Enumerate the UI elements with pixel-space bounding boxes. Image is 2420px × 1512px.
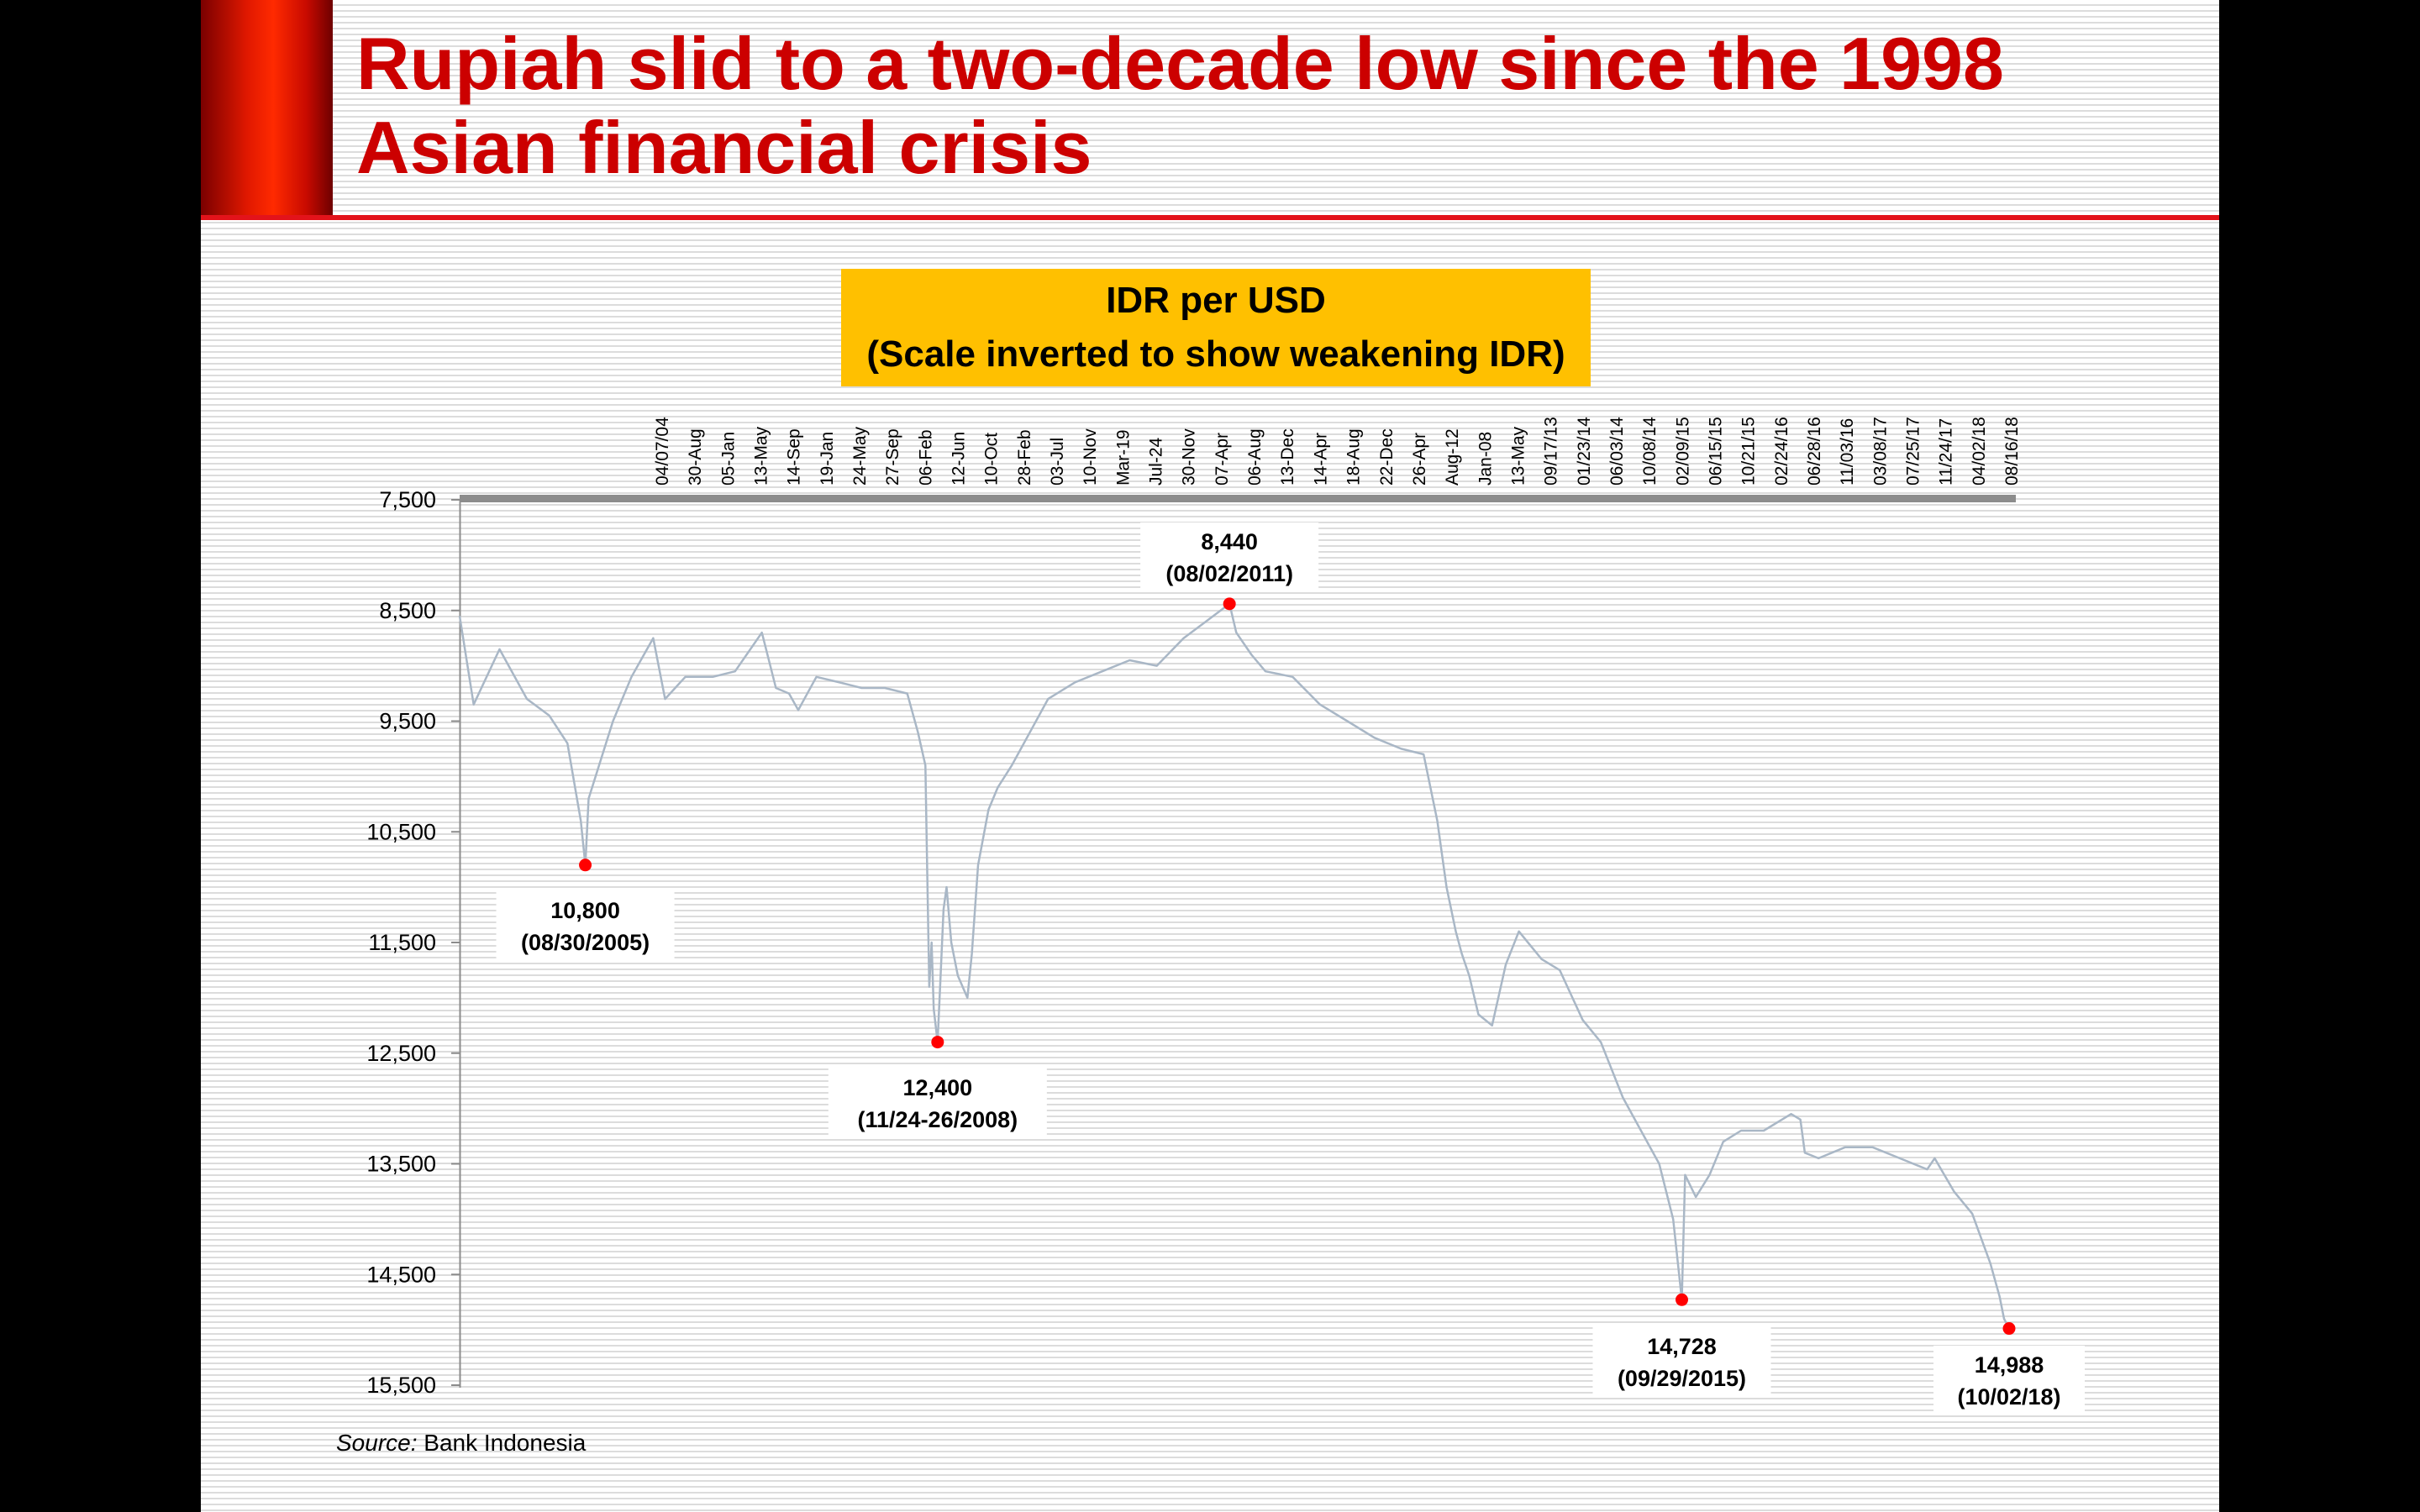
x-tick-label: 03-Jul — [1048, 438, 1067, 486]
x-tick-label: 27-Sep — [883, 428, 902, 486]
annotation-label-bg — [828, 1068, 1047, 1137]
source-note: Source: Bank Indonesia — [336, 1430, 586, 1457]
y-tick-label: 10,500 — [366, 819, 436, 844]
x-tick-label: 11/24/17 — [1937, 418, 1956, 486]
x-tick-label: 03/08/17 — [1870, 417, 1890, 486]
annotation-date: (11/24-26/2008) — [858, 1107, 1018, 1132]
x-tick-label: 06-Aug — [1245, 428, 1265, 486]
annotation-date: (08/30/2005) — [521, 930, 650, 955]
x-tick-label: 19-Jan — [818, 432, 837, 486]
annotation-label-bg — [1933, 1346, 2085, 1415]
x-tick-label: 26-Apr — [1410, 433, 1429, 486]
x-tick-label: 28-Feb — [1015, 429, 1034, 486]
annotation-value: 10,800 — [550, 898, 620, 923]
x-tick-label: 13-May — [1508, 426, 1528, 486]
series-line — [458, 602, 2011, 1330]
chart-title-line-2: (Scale inverted to show weakening IDR) — [866, 333, 1565, 375]
annotation-marker — [579, 858, 592, 872]
title-underline-rule — [201, 215, 2219, 220]
x-tick-label: 13-May — [752, 426, 771, 486]
x-tick-label: 30-Nov — [1180, 428, 1199, 486]
line-chart: 7,500 8,500 9,500 10,500 11,500 12,500 13,500 1… — [366, 417, 2085, 1415]
y-tick-label: 9,500 — [379, 709, 436, 734]
x-tick-label: 22-Dec — [1377, 428, 1397, 486]
annotation-marker — [931, 1036, 944, 1049]
x-tick-label: 04/07/04 — [653, 417, 672, 486]
x-tick-label: 24-May — [850, 426, 870, 486]
chart-title-line-1: IDR per USD — [1106, 280, 1326, 321]
y-tick-label: 11,500 — [368, 930, 436, 955]
x-tick-label: 14-Apr — [1311, 433, 1330, 486]
x-tick-label: 06/28/16 — [1805, 417, 1824, 486]
annotation-value: 14,988 — [1975, 1352, 2044, 1378]
annotation-value: 8,440 — [1201, 529, 1258, 554]
x-tick-label: 08/16/18 — [2002, 417, 2022, 486]
annotation-date: (09/29/2015) — [1618, 1366, 1746, 1391]
x-tick-label: Jul-24 — [1147, 437, 1166, 486]
x-tick-label: 18-Aug — [1344, 428, 1364, 486]
y-tick-label: 8,500 — [379, 598, 436, 623]
x-tick-label: 11/03/16 — [1838, 418, 1857, 486]
x-tick-label: Jan-08 — [1476, 432, 1495, 486]
annotation-value: 12,400 — [903, 1075, 973, 1100]
x-tick-label: 07-Apr — [1213, 433, 1232, 486]
x-tick-label: 10-Nov — [1081, 428, 1100, 486]
chart-title-box: IDR per USD (Scale inverted to show weak… — [841, 269, 1591, 386]
y-tick-label: 14,500 — [366, 1262, 436, 1287]
x-tick-label: 05-Jan — [718, 432, 738, 486]
x-tick-label: 04/02/18 — [1970, 417, 1989, 486]
y-tick-label: 7,500 — [379, 487, 436, 512]
annotation-date: (10/02/18) — [1957, 1384, 2060, 1410]
annotation-value: 14,728 — [1647, 1334, 1717, 1359]
x-axis-band — [460, 495, 2016, 502]
annotation-label-bg — [1592, 1327, 1771, 1396]
x-tick-label: 07/25/17 — [1903, 417, 1923, 486]
x-tick-label: 09/17/13 — [1542, 417, 1561, 486]
x-tick-label: 06/03/14 — [1607, 417, 1627, 486]
x-tick-label: 01/23/14 — [1575, 417, 1594, 486]
annotation-marker — [2002, 1322, 2016, 1336]
x-tick-label: 13-Dec — [1278, 428, 1297, 486]
x-tick-label: 10/21/15 — [1739, 417, 1759, 486]
x-tick-label: 06/15/15 — [1706, 417, 1725, 486]
y-tick-label: 12,500 — [366, 1041, 436, 1066]
x-tick-label: 10/08/14 — [1640, 417, 1660, 486]
y-tick-label: 13,500 — [366, 1152, 436, 1177]
x-tick-label: 02/09/15 — [1673, 417, 1692, 486]
slide-title: Rupiah slid to a two-decade low since th… — [356, 22, 2004, 189]
source-label: Source: — [336, 1430, 418, 1456]
x-tick-label: 12-Jun — [950, 432, 969, 486]
x-tick-label: 10-Oct — [982, 433, 1002, 486]
x-tick-label: 14-Sep — [785, 428, 804, 486]
source-text: Bank Indonesia — [417, 1430, 587, 1456]
annotation-label-bg — [496, 891, 675, 960]
slide: Rupiah slid to a two-decade low since th… — [201, 0, 2219, 1512]
x-tick-label: 06-Feb — [916, 429, 935, 486]
title-accent-bar — [201, 0, 333, 218]
annotation-marker — [1223, 597, 1236, 611]
annotation-date: (08/02/2011) — [1165, 561, 1293, 586]
x-tick-label: Mar-19 — [1113, 429, 1133, 486]
x-tick-label: 02/24/16 — [1772, 417, 1791, 486]
annotation-marker — [1676, 1293, 1689, 1306]
x-tick-label: 30-Aug — [686, 428, 705, 486]
y-tick-label: 15,500 — [366, 1373, 436, 1398]
x-tick-label: Aug-12 — [1443, 428, 1462, 486]
annotation-label-bg — [1140, 522, 1319, 591]
